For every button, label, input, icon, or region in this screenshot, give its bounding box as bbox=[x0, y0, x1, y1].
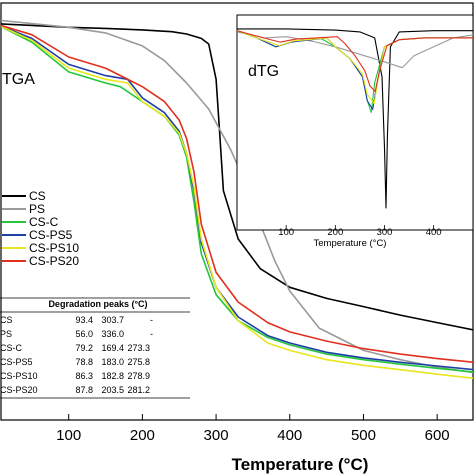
table-row: PS 56.0 336.0 - bbox=[0, 329, 153, 339]
table-row: CS-PS20 87.8 203.5 281.2 bbox=[0, 385, 150, 395]
main-x-tick-label: 400 bbox=[277, 427, 302, 444]
table-cell-peak-2: 336.0 bbox=[101, 329, 124, 339]
inset-x-tick-label: 300 bbox=[377, 227, 393, 238]
inset-frame bbox=[236, 14, 474, 231]
table-cell-peak-2: 183.0 bbox=[101, 357, 124, 367]
table-cell-peak-2: 182.8 bbox=[101, 371, 124, 381]
table-cell-peak-2: 169.4 bbox=[101, 343, 124, 353]
main-x-tick-label: 200 bbox=[130, 427, 155, 444]
table-rows: CS 93.4 303.7 - PS 56.0 336.0 - CS-C 79.2 169.4 273… bbox=[0, 315, 190, 399]
table-cell-sample: CS bbox=[0, 315, 13, 325]
inset-series-group bbox=[237, 28, 473, 209]
main-x-tick-label: 600 bbox=[425, 427, 450, 444]
table-cell-peak-3: 278.9 bbox=[127, 371, 150, 381]
table-cell-peak-1: 78.8 bbox=[75, 357, 93, 367]
table-cell-sample: CS-C bbox=[0, 343, 22, 353]
tga-series-cs bbox=[1, 23, 473, 331]
inset-x-ticks: 100 200 300 400 bbox=[278, 225, 442, 238]
table-cell-sample: PS bbox=[0, 329, 12, 339]
inset-x-tick-label: 100 bbox=[278, 227, 294, 238]
table-cell-peak-2: 303.7 bbox=[101, 315, 124, 325]
table-cell-peak-2: 203.5 bbox=[101, 385, 124, 395]
legend-label-ps: PS bbox=[29, 202, 45, 216]
dtg-series-cs bbox=[237, 28, 473, 209]
tga-series-cs-ps20 bbox=[1, 24, 473, 364]
dtg-series-cs-ps20 bbox=[237, 30, 473, 93]
table-row: CS 93.4 303.7 - bbox=[0, 315, 153, 325]
table-cell-peak-1: 56.0 bbox=[75, 329, 93, 339]
tga-panel-label: TGA bbox=[2, 71, 35, 88]
table-cell-peak-3: 281.2 bbox=[127, 385, 150, 395]
inset-x-tick-label: 200 bbox=[327, 227, 343, 238]
legend-label-cs-ps5: CS-PS5 bbox=[29, 228, 73, 242]
table-cell-sample: CS-PS10 bbox=[0, 371, 38, 381]
main-x-tick-label: 500 bbox=[351, 427, 376, 444]
main-series-group bbox=[1, 19, 473, 379]
tga-series-cs-ps10 bbox=[1, 25, 473, 379]
legend-label-cs-ps20: CS-PS20 bbox=[29, 254, 79, 268]
table-cell-sample: CS-PS5 bbox=[0, 357, 33, 367]
table-cell-peak-3: 273.3 bbox=[127, 343, 150, 353]
tga-series-cs-c bbox=[1, 25, 473, 373]
main-x-tick-label: 100 bbox=[56, 427, 81, 444]
legend-label-cs-c: CS-C bbox=[29, 215, 59, 229]
dtg-inset: 100 200 300 400 dTG Temperature (°C) bbox=[236, 14, 474, 249]
table-cell-peak-3: - bbox=[150, 315, 153, 325]
table-cell-peak-1: 79.2 bbox=[75, 343, 93, 353]
table-cell-peak-1: 87.8 bbox=[75, 385, 93, 395]
table-cell-peak-3: - bbox=[150, 329, 153, 339]
inset-x-tick-label: 400 bbox=[426, 227, 442, 238]
table-row: CS-PS10 86.3 182.8 278.9 bbox=[0, 371, 150, 381]
inset-x-axis-label: Temperature (°C) bbox=[314, 238, 387, 249]
table-row: CS-PS5 78.8 183.0 275.8 bbox=[0, 357, 150, 367]
main-x-tick-label: 300 bbox=[204, 427, 229, 444]
legend-label-cs-ps10: CS-PS10 bbox=[29, 241, 79, 255]
table-cell-sample: CS-PS20 bbox=[0, 385, 38, 395]
table-cell-peak-3: 275.8 bbox=[127, 357, 150, 367]
legend-label-cs: CS bbox=[29, 189, 46, 203]
table-cell-peak-1: 86.3 bbox=[75, 371, 93, 381]
dtg-panel-label: dTG bbox=[248, 63, 279, 80]
table-cell-peak-1: 93.4 bbox=[75, 315, 93, 325]
main-x-axis-label: Temperature (°C) bbox=[232, 455, 369, 474]
main-x-ticks: 100 200 300 400 500 600 bbox=[56, 414, 450, 444]
degradation-peaks-table: Degradation peaks (°C) CS 93.4 303.7 - PS 56.… bbox=[0, 297, 190, 399]
table-row: CS-C 79.2 169.4 273.3 bbox=[0, 343, 150, 353]
table-title: Degradation peaks (°C) bbox=[48, 299, 147, 309]
